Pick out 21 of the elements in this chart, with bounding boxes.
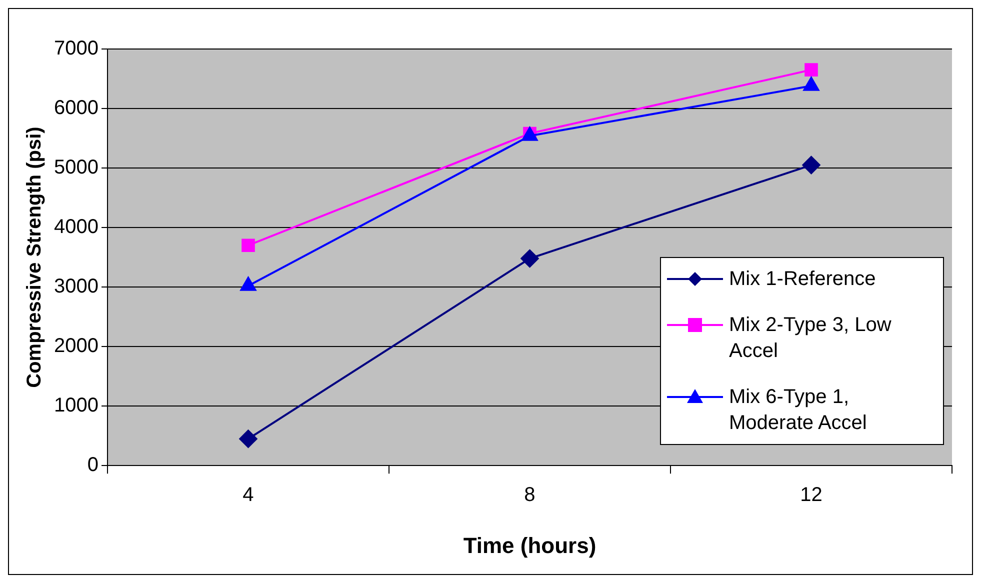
point (802, 156, 820, 174)
y-tick-label: 2000 (54, 335, 98, 358)
point (239, 430, 258, 448)
y-tick-label: 0 (87, 454, 98, 476)
x-axis-title: Time (hours) (463, 532, 596, 558)
x-tick-label: 12 (800, 484, 822, 506)
y-axis-title: Compressive Strength (psi) (24, 126, 46, 388)
legend-label: Mix 1-Reference (729, 267, 876, 292)
x-tick-label: 4 (242, 484, 254, 506)
x-tick-label: 8 (524, 484, 536, 506)
y-tick-label: 5000 (54, 156, 98, 179)
y-tick-label: 7000 (54, 38, 98, 60)
point (520, 249, 539, 268)
point (242, 238, 255, 252)
legend-label: Mix 6-Type 1, Moderate Accel (729, 385, 868, 436)
point (804, 63, 818, 76)
y-tick-label: 6000 (54, 97, 98, 120)
y-tick-label: 3000 (54, 276, 98, 298)
y-tick-label: 1000 (54, 394, 98, 417)
y-tick-label: 4000 (54, 216, 98, 238)
legend-label: Mix 2-Type 3, Low Accel (729, 313, 892, 364)
